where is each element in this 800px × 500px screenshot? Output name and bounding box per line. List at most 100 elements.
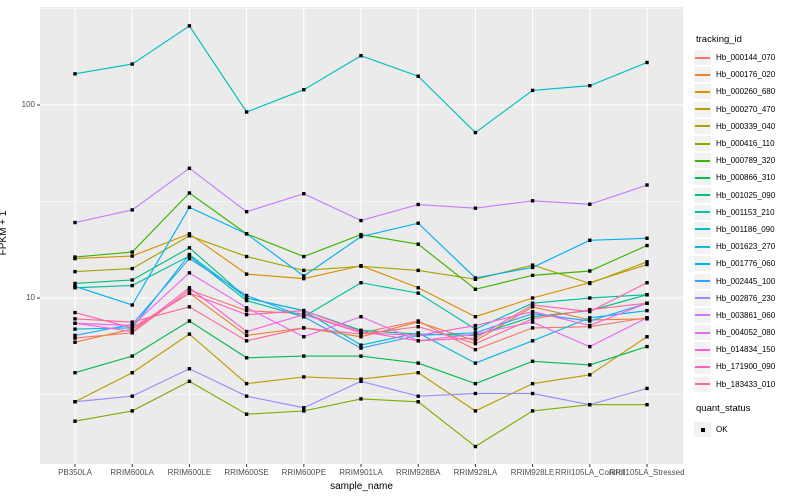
data-point [359, 397, 363, 401]
data-point [530, 263, 535, 267]
data-point [244, 293, 249, 298]
data-point [130, 409, 134, 413]
legend-key-box [694, 325, 711, 341]
legend-key-box [694, 170, 711, 186]
legend-key-box [694, 221, 711, 237]
data-point [187, 166, 192, 170]
data-point [302, 406, 306, 410]
data-point [244, 329, 249, 334]
data-point [473, 336, 478, 340]
data-point [588, 316, 592, 320]
legend-item-label: Hb_001025_090 [716, 190, 776, 200]
data-point [645, 281, 649, 285]
legend-key-box [694, 359, 711, 375]
data-point [302, 375, 306, 379]
legend-item: Hb_000144_070 [694, 49, 775, 66]
data-point [588, 319, 592, 323]
data-point [645, 301, 649, 305]
data-point [588, 323, 592, 328]
data-point [416, 339, 420, 343]
x-tick-label: RRIM600SE [224, 468, 269, 477]
data-point [359, 232, 363, 237]
data-point [588, 269, 592, 273]
data-point [530, 273, 535, 278]
data-point [530, 339, 535, 343]
data-point [73, 281, 77, 286]
legend-item: Hb_014834_150 [694, 341, 775, 358]
data-point [530, 391, 535, 396]
data-point [73, 269, 77, 274]
data-point [73, 255, 77, 259]
quant-legend-item: OK [694, 421, 728, 438]
legend-key-box [694, 136, 711, 152]
data-point [359, 343, 363, 347]
data-point [130, 394, 134, 398]
legend-swatch-line-icon [695, 245, 710, 248]
data-point [244, 381, 249, 386]
data-point [645, 386, 649, 391]
x-tick-label: RRIM901LA [339, 468, 383, 477]
data-point [530, 311, 535, 316]
data-point [588, 363, 592, 367]
legend-item: Hb_001623_270 [694, 238, 775, 255]
data-point [130, 266, 134, 271]
data-point [473, 327, 478, 331]
legend-swatch-line-icon [695, 297, 710, 300]
data-point [302, 276, 306, 281]
data-point [73, 321, 77, 325]
data-point [530, 296, 535, 300]
legend-key-box [694, 67, 711, 83]
data-point [244, 110, 249, 114]
data-point [416, 333, 420, 338]
legend-swatch-line-icon [695, 348, 710, 351]
data-point [73, 310, 77, 315]
data-point [416, 74, 420, 78]
data-point [302, 315, 306, 319]
x-tick-label: RRIM600LE [167, 468, 212, 477]
data-point [244, 298, 249, 303]
legend-item-label: Hb_003861_060 [716, 310, 776, 320]
data-point [187, 286, 192, 290]
data-point [359, 234, 363, 239]
data-point [302, 335, 306, 339]
data-point [473, 381, 478, 386]
data-point [359, 281, 363, 285]
x-tick-label: RRIM928BA [395, 468, 441, 477]
x-tick-label: RRIM600PE [281, 468, 327, 477]
legend-swatch-line-icon [695, 142, 710, 145]
data-point [73, 371, 77, 375]
quant-item-label: OK [716, 425, 728, 435]
data-point [588, 344, 592, 349]
legend-swatch-line-icon [695, 228, 710, 231]
data-point [645, 344, 649, 349]
data-point [359, 346, 363, 350]
legend-item-label: Hb_002876_230 [716, 293, 776, 303]
legend-swatch-line-icon [695, 125, 710, 128]
legend-item-label: Hb_000176_020 [716, 70, 776, 80]
legend-key-box [694, 376, 711, 392]
data-point [530, 320, 535, 324]
legend-item-label: Hb_000260_680 [716, 87, 776, 97]
legend-key-box [694, 256, 711, 272]
data-point [530, 305, 535, 309]
quant-legend-title: quant_status [696, 403, 751, 414]
legend-key-box [694, 239, 711, 255]
legend-item-label: Hb_171900_090 [716, 362, 776, 372]
data-point [530, 409, 535, 413]
data-point [473, 391, 478, 396]
data-point [130, 278, 134, 282]
data-point [588, 281, 592, 286]
legend-key-box [694, 153, 711, 169]
data-point [645, 183, 649, 187]
data-point [244, 272, 249, 276]
data-point [130, 354, 134, 358]
data-point [244, 394, 249, 398]
legend-item: Hb_000416_110 [694, 135, 775, 152]
legend-item: Hb_001776_060 [694, 255, 775, 272]
data-point [187, 367, 192, 371]
data-point [359, 377, 363, 381]
x-tick-label: RRIM928LE [510, 468, 555, 477]
data-point [645, 262, 649, 267]
data-point [244, 209, 249, 214]
data-point [187, 319, 192, 323]
